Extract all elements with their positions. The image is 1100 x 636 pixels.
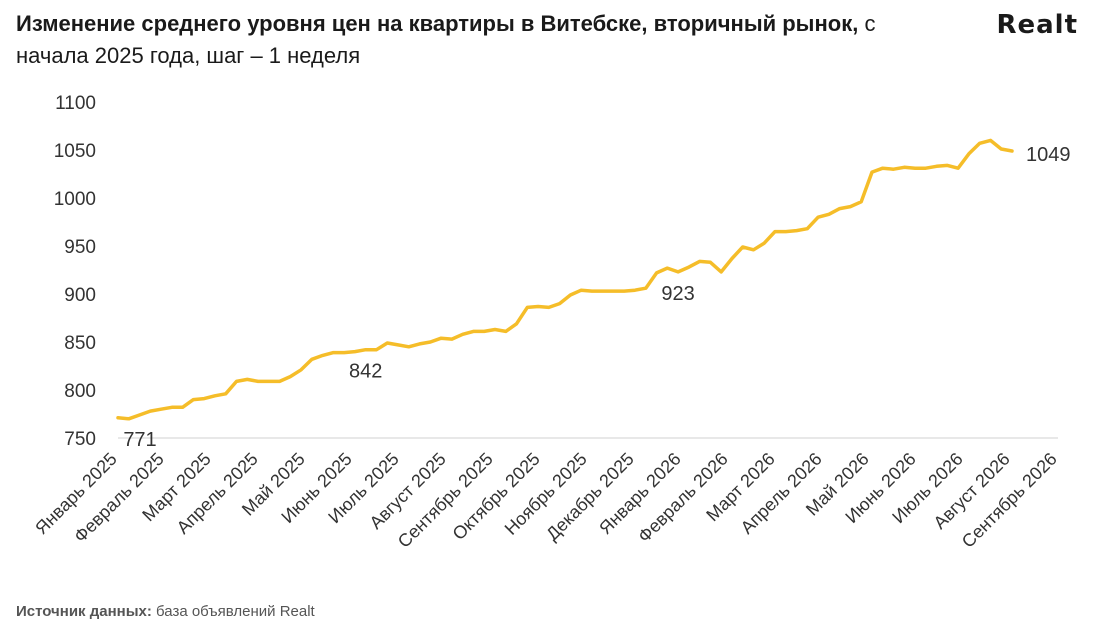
data-labels: 771 842 923 1049 [123, 144, 1070, 451]
price-line [116, 138, 1014, 421]
realt-logo: Realt [996, 10, 1078, 40]
y-tick-label: 1050 [54, 141, 96, 162]
chart-title-bold: Изменение среднего уровня цен на квартир… [16, 11, 859, 36]
y-tick-label: 850 [64, 333, 96, 354]
line-chart: 750 800 850 900 950 1000 1050 1100 Январь 2025Ф… [31, 93, 1070, 552]
source-value: база объявлений Realt [151, 603, 315, 620]
chart-title: Изменение среднего уровня цен на квартир… [16, 8, 946, 72]
source-note: Источник данных: база объявлений Realt [16, 603, 315, 620]
data-label: 771 [123, 429, 156, 451]
x-tick-label: Январь 2025 [31, 449, 121, 539]
y-tick-label: 1000 [54, 189, 96, 210]
y-tick-label: 1100 [55, 93, 96, 114]
y-tick-label: 750 [64, 429, 96, 450]
y-tick-label: 900 [64, 285, 96, 306]
data-label: 923 [661, 283, 694, 305]
data-label: 1049 [1026, 144, 1071, 166]
source-label: Источник данных: [16, 603, 152, 620]
x-tick-label: Январь 2026 [595, 449, 685, 539]
y-axis: 750 800 850 900 950 1000 1050 1100 [54, 93, 96, 450]
data-label: 842 [349, 361, 382, 383]
y-tick-label: 950 [64, 237, 96, 258]
chart-title-subtitle: с начала 2025 года, шаг – 1 неделя [16, 11, 876, 68]
y-tick-label: 800 [64, 381, 96, 402]
